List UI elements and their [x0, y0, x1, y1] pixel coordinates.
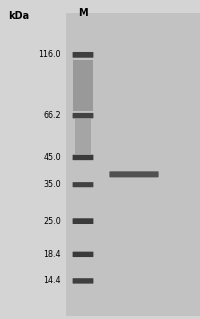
Text: kDa: kDa [8, 11, 29, 21]
Text: 45.0: 45.0 [43, 153, 61, 162]
FancyBboxPatch shape [73, 182, 93, 187]
FancyBboxPatch shape [73, 155, 93, 160]
FancyBboxPatch shape [73, 252, 93, 257]
Text: 116.0: 116.0 [38, 50, 61, 59]
Bar [66, 13, 200, 316]
FancyBboxPatch shape [73, 52, 93, 58]
Bar [73, 60, 93, 111]
FancyBboxPatch shape [73, 278, 93, 284]
Text: 18.4: 18.4 [44, 250, 61, 259]
FancyBboxPatch shape [109, 171, 159, 177]
Text: 35.0: 35.0 [43, 180, 61, 189]
Bar [75, 119, 91, 154]
FancyBboxPatch shape [73, 218, 93, 224]
Text: 66.2: 66.2 [43, 111, 61, 120]
Text: 14.4: 14.4 [44, 276, 61, 286]
Text: M: M [78, 8, 88, 18]
Text: 25.0: 25.0 [43, 217, 61, 226]
FancyBboxPatch shape [73, 113, 93, 118]
